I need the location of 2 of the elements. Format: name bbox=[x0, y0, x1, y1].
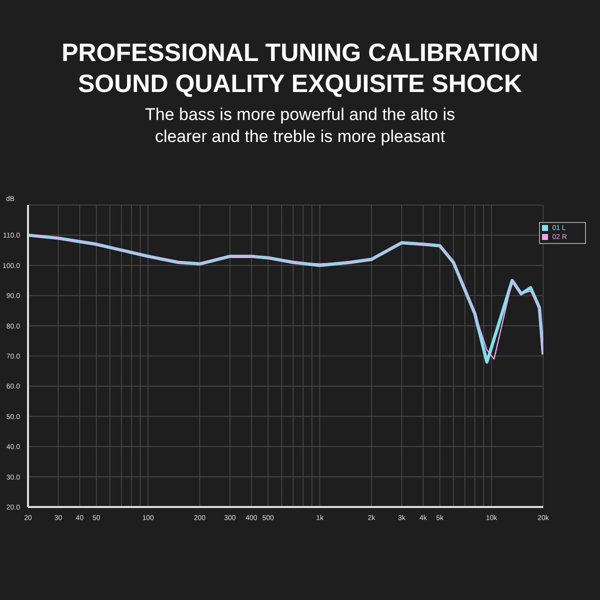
chart-subtitle: The bass is more powerful and the alto is clearer and the treble is more pleasant bbox=[144, 104, 456, 148]
chart-title: PROFESSIONAL TUNING CALIBRATION SOUND QUALITY EXQUISITE SHOCK bbox=[60, 38, 540, 100]
